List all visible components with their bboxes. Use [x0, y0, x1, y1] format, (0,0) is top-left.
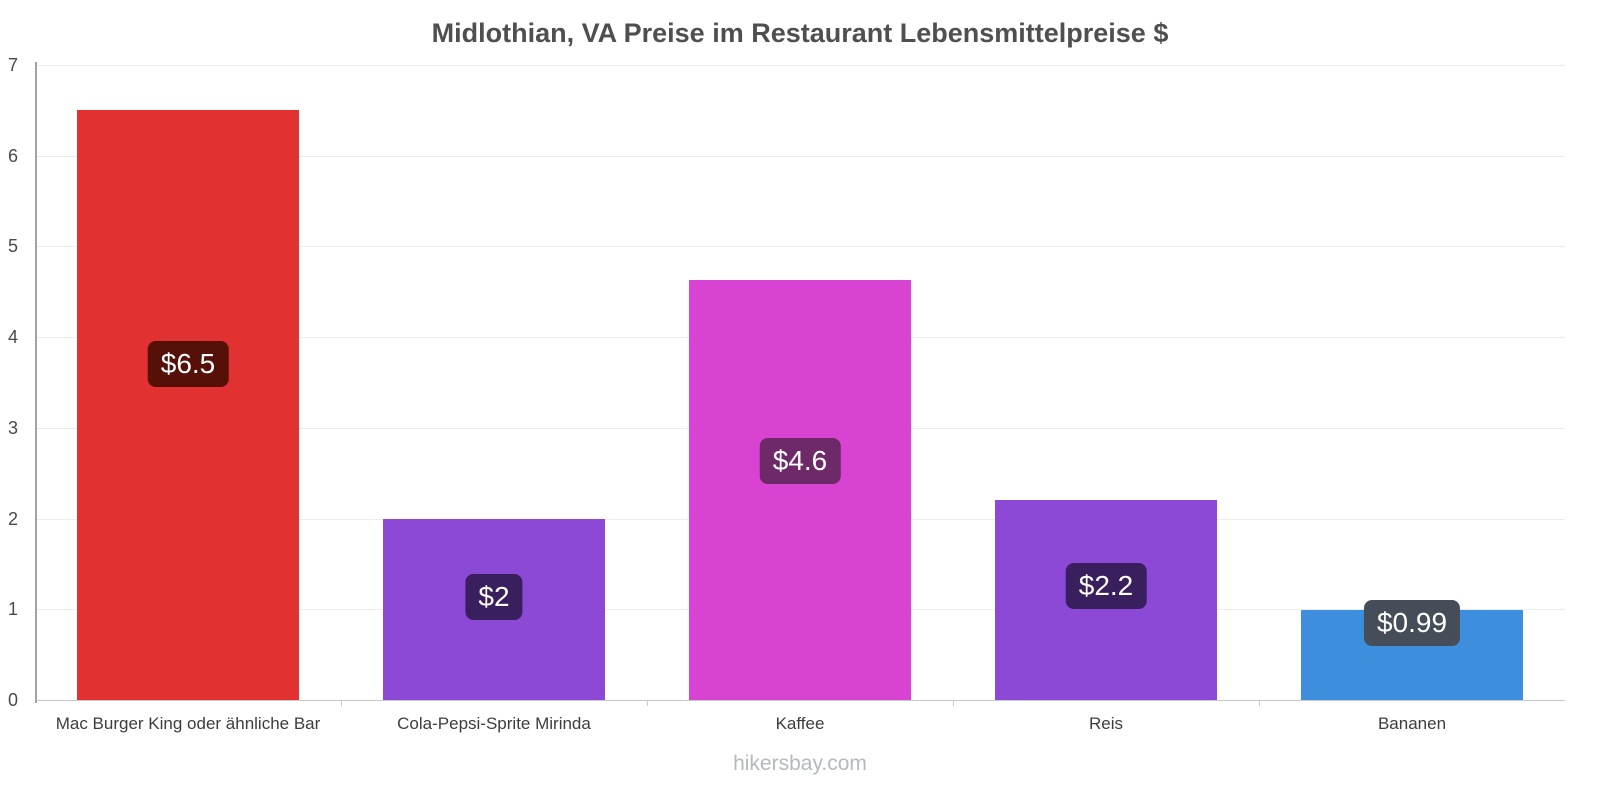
- y-axis-line: [35, 62, 37, 703]
- y-axis-tick-label: 7: [8, 55, 19, 75]
- chart-title: Midlothian, VA Preise im Restaurant Lebe…: [431, 18, 1169, 48]
- x-axis-label: Bananen: [1377, 714, 1447, 733]
- y-axis-tick-label: 2: [8, 508, 19, 529]
- x-axis-baseline: [35, 700, 1565, 701]
- x-axis-label: Mac Burger King oder ähnliche Bar: [55, 714, 321, 733]
- y-axis-tick-label: 0: [8, 690, 19, 710]
- bar-value-badge: $0.99: [1363, 600, 1461, 647]
- y-axis-tick-label: 4: [8, 327, 19, 348]
- x-axis-tick: [647, 700, 648, 706]
- bar-value-badge: $4.6: [759, 437, 841, 484]
- bar-value-badge: $6.5: [147, 340, 229, 387]
- bar-value-badge: $2.2: [1065, 563, 1147, 610]
- bar-value-badge: $2: [465, 573, 523, 620]
- bar-3: [689, 279, 911, 700]
- gridline: [35, 155, 1565, 157]
- bar-1: [77, 110, 299, 700]
- y-axis-tick-label: 3: [8, 417, 19, 438]
- y-axis-tick-label: 6: [8, 145, 19, 166]
- y-axis-tick-label: 1: [8, 599, 19, 620]
- x-axis-label: Reis: [1088, 714, 1123, 733]
- footer-link[interactable]: hikersbay.com: [733, 752, 867, 775]
- x-axis-label: Cola-Pepsi-Sprite Mirinda: [397, 714, 591, 733]
- gridline: [35, 65, 1565, 66]
- x-axis-label: Kaffee: [775, 714, 825, 733]
- x-axis-tick: [1259, 700, 1260, 706]
- gridline: [35, 246, 1565, 248]
- x-axis-tick: [953, 700, 954, 706]
- y-axis-tick-label: 5: [8, 236, 19, 257]
- x-axis-tick: [341, 700, 342, 706]
